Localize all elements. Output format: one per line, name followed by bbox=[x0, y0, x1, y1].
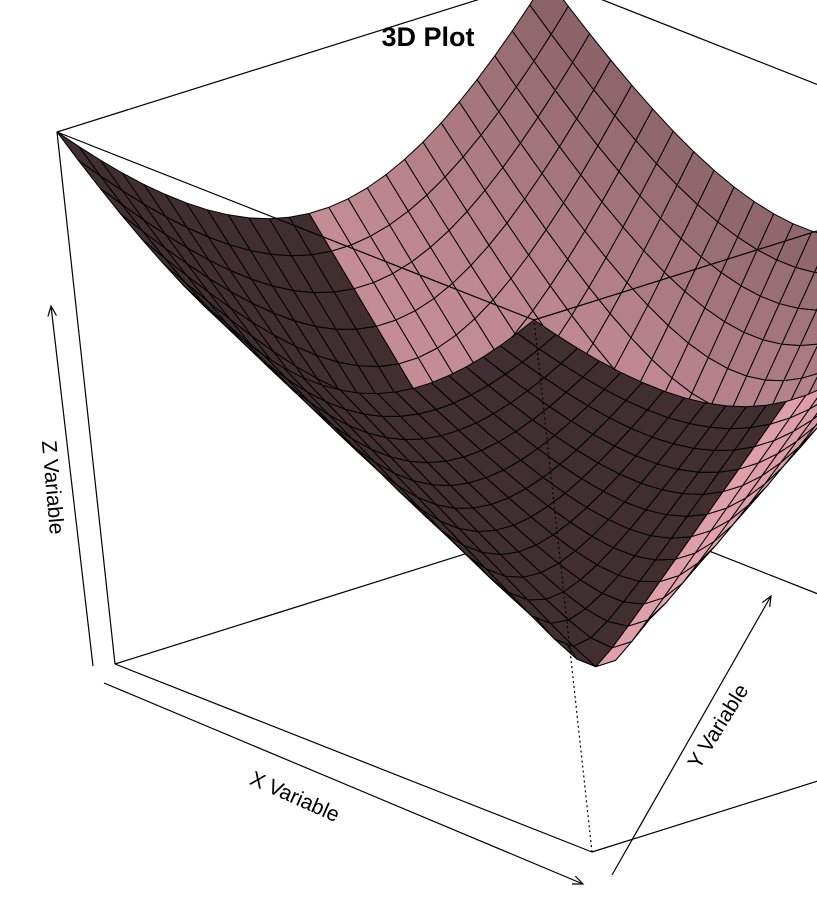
chart-title: 3D Plot bbox=[381, 22, 474, 52]
x-axis-arrow bbox=[103, 682, 585, 885]
y-axis-arrow bbox=[611, 594, 772, 876]
surface-facet-24-0 bbox=[516, 319, 557, 350]
box-edge-vertical-front-right bbox=[533, 319, 593, 853]
box-edge-bottom-right bbox=[591, 780, 817, 853]
box-edge-top-front bbox=[56, 131, 535, 321]
y-axis-arrow-head bbox=[761, 594, 772, 607]
surface-facet-0-0 bbox=[56, 131, 101, 177]
box-edge-top-right bbox=[533, 230, 817, 321]
z-axis-arrow-head bbox=[47, 304, 57, 317]
box-front-edges bbox=[56, 131, 817, 853]
box-edge-top-back bbox=[601, 0, 817, 86]
z-axis-arrow-shaft bbox=[50, 305, 94, 667]
surface-facet-14-24 bbox=[814, 265, 817, 274]
box-edge-top-left bbox=[56, 0, 480, 133]
axes-arrows bbox=[47, 304, 772, 885]
x-axis-arrow-shaft bbox=[103, 682, 584, 885]
z-axis-arrow bbox=[47, 304, 94, 667]
box-edge-vertical-left bbox=[56, 131, 116, 665]
x-axis-arrow-head bbox=[571, 875, 585, 885]
box-edge-bottom-front bbox=[114, 663, 593, 853]
surface-mesh bbox=[56, 0, 817, 668]
y-axis-arrow-shaft bbox=[611, 595, 772, 876]
